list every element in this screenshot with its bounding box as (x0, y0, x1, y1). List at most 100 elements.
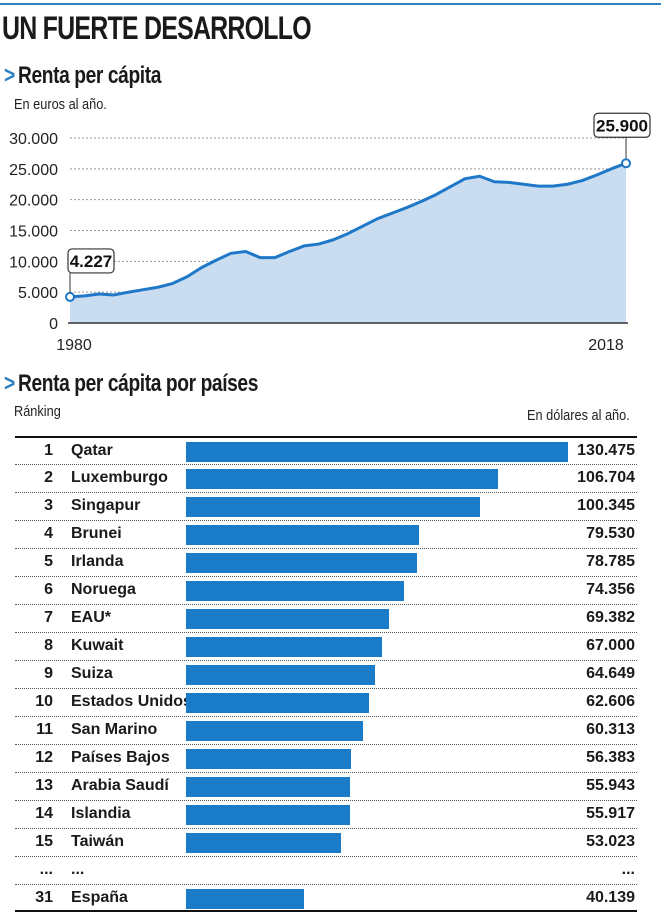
table-row: 3 Singapur 100.345 (15, 492, 637, 520)
income-value: 106.704 (577, 469, 635, 486)
income-bar (186, 749, 352, 769)
income-value: 100.345 (577, 497, 635, 514)
country-name: Arabia Saudí (71, 777, 169, 794)
country-name: España (71, 889, 128, 906)
rank-number: 15 (35, 833, 53, 850)
table-row: 31 España 40.139 (15, 884, 637, 912)
rank-number: 12 (35, 749, 53, 766)
annotation-label: 4.227 (70, 252, 113, 271)
y-tick-label: 25.000 (9, 162, 58, 179)
country-name: San Marino (71, 721, 158, 738)
y-tick-label: 10.000 (9, 254, 58, 271)
y-tick-label: 5.000 (18, 285, 58, 302)
table-row: 6 Noruega 74.356 (15, 576, 637, 604)
country-name: Kuwait (71, 637, 124, 654)
income-series-line (69, 161, 627, 299)
table-row: 9 Suiza 64.649 (15, 660, 637, 688)
y-tick-label: 30.000 (9, 131, 58, 148)
annotation-box (67, 248, 115, 274)
income-value: 55.917 (586, 805, 635, 822)
income-value: 55.943 (586, 777, 635, 794)
income-bar (186, 805, 350, 825)
rank-number: 10 (35, 693, 53, 710)
income-value: 62.606 (586, 693, 635, 710)
chevron-right-icon: > (4, 370, 15, 397)
country-name: Taiwán (71, 833, 125, 850)
income-bar (186, 777, 350, 797)
table-row: 7 EAU* 69.382 (15, 604, 637, 632)
country-name: EAU* (71, 609, 112, 626)
income-value: 60.313 (586, 721, 635, 738)
table-row: 15 Taiwán 53.023 (15, 828, 637, 856)
rank-number: 2 (44, 469, 53, 486)
page-title: UN FUERTE DESARROLLO (2, 10, 312, 46)
y-tick-label: 20.000 (9, 193, 58, 210)
country-name: ... (71, 861, 85, 878)
line-section-title-text: Renta per cápita (18, 62, 162, 89)
income-bar (186, 609, 390, 629)
rank-number: 1 (44, 442, 53, 459)
x-tick-label: 2018 (588, 337, 624, 354)
table-row: 10 Estados Unidos 62.606 (15, 688, 637, 716)
income-bar (186, 497, 480, 517)
rank-number: 14 (35, 805, 53, 822)
country-name: Irlanda (71, 553, 124, 570)
table-row: 14 Islandia 55.917 (15, 800, 637, 828)
chevron-right-icon: > (4, 62, 15, 89)
y-tick-label: 15.000 (9, 224, 58, 241)
country-name: Países Bajos (71, 749, 170, 766)
income-bar (186, 442, 568, 462)
income-value: 53.023 (586, 833, 635, 850)
rank-number: 31 (35, 889, 53, 906)
income-value: 67.000 (586, 637, 635, 654)
annotation-point (65, 291, 75, 302)
table-row: ......... (15, 856, 637, 884)
country-name: Singapur (71, 497, 141, 514)
income-value: 78.785 (586, 553, 635, 570)
income-bar (186, 581, 404, 601)
rank-number: 6 (44, 581, 53, 598)
rank-column-label: Ránking (14, 403, 61, 420)
income-area-chart: 0 5.000 10.000 15.000 20.000 25.000 30.000 1980… (9, 112, 651, 354)
rank-number: 9 (44, 665, 53, 682)
bar-unit-label: En dólares al año. (527, 407, 630, 424)
income-value: 74.356 (586, 581, 635, 598)
rank-number: 11 (36, 721, 53, 738)
table-row: 12 Países Bajos 56.383 (15, 744, 637, 772)
income-value: 40.139 (586, 889, 635, 906)
line-section-title: > Renta per cápita (4, 62, 161, 90)
table-row: 11 San Marino 60.313 (15, 716, 637, 744)
income-bar (186, 693, 370, 713)
annotation-label: 25.900 (596, 116, 648, 135)
income-value: ... (621, 861, 635, 878)
rank-number: 5 (44, 553, 53, 570)
annotation-point (621, 158, 631, 169)
area-fill (70, 163, 626, 323)
country-name: Islandia (71, 805, 131, 822)
income-bar (186, 525, 419, 545)
country-name: Qatar (71, 442, 113, 459)
y-tick-label: 0 (49, 316, 58, 333)
country-name: Luxemburgo (71, 469, 168, 486)
income-bar (186, 553, 417, 573)
bar-section-title: > Renta per cápita por países (4, 370, 258, 398)
line-unit-label: En euros al año. (14, 96, 107, 113)
income-bar (186, 637, 383, 657)
annotation-box (593, 112, 651, 138)
country-name: Brunei (71, 525, 122, 542)
income-value: 79.530 (586, 525, 635, 542)
income-value: 64.649 (586, 665, 635, 682)
table-row: 2 Luxemburgo 106.704 (15, 464, 637, 492)
rank-number: 7 (44, 609, 53, 626)
x-tick-label: 1980 (56, 337, 92, 354)
table-row: 5 Irlanda 78.785 (15, 548, 637, 576)
income-bar (186, 889, 304, 909)
income-bar (186, 721, 363, 741)
table-row: 1 Qatar 130.475 (15, 436, 637, 464)
rank-number: ... (39, 861, 53, 878)
country-name: Noruega (71, 581, 136, 598)
rank-number: 3 (44, 497, 53, 514)
country-name: Suiza (71, 665, 113, 682)
table-row: 4 Brunei 79.530 (15, 520, 637, 548)
income-bar (186, 665, 376, 685)
